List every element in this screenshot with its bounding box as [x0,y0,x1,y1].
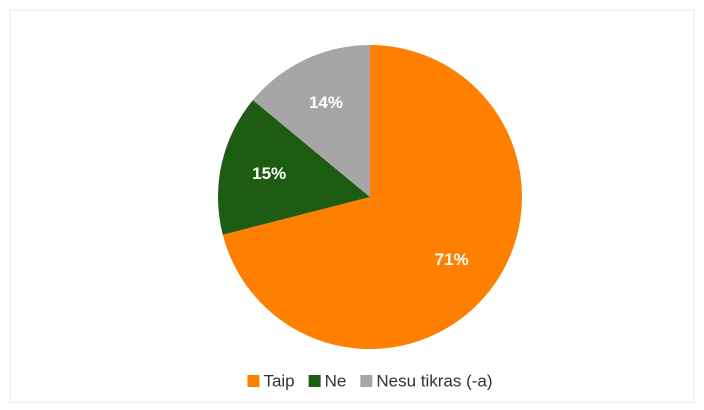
legend-label: Taip [263,371,294,390]
legend-swatch [308,375,321,387]
legend-swatch [360,375,373,387]
legend-swatch [247,375,260,387]
pie-slice [218,100,370,235]
pie-slice [252,45,370,197]
value-label: 14% [309,93,343,112]
pie-slice [222,45,522,350]
value-label: 15% [252,164,286,183]
value-label: 71% [435,250,469,269]
legend-label: Nesu tikras (-a) [376,371,492,390]
legend-label: Ne [325,371,347,390]
